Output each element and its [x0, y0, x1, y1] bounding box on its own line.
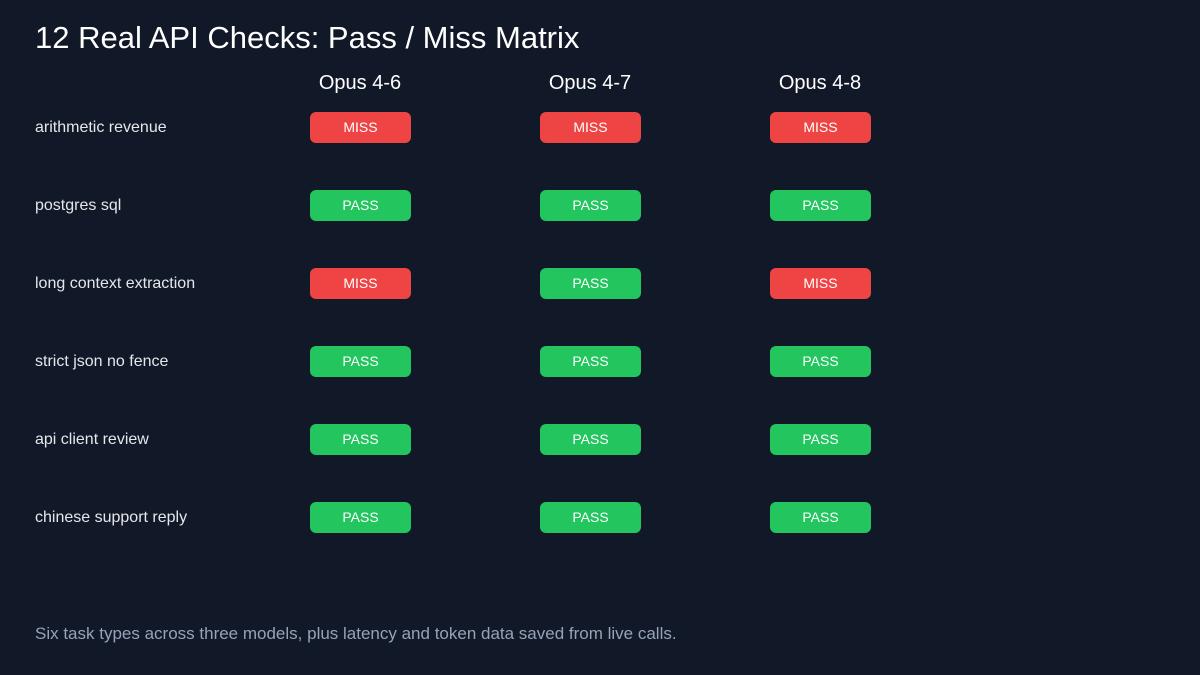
- result-cell: MISS: [770, 268, 871, 299]
- footer-note: Six task types across three models, plus…: [35, 624, 677, 643]
- row-label: api client review: [35, 431, 149, 448]
- column-header: Opus 4-7: [548, 72, 632, 94]
- column-header: Opus 4-6: [318, 72, 402, 94]
- row-label: long context extraction: [35, 275, 196, 292]
- row-label: chinese support reply: [35, 509, 188, 526]
- result-cell: PASS: [770, 346, 871, 377]
- column-header: Opus 4-8: [778, 72, 862, 94]
- result-cell: PASS: [310, 190, 411, 221]
- result-cell: PASS: [540, 502, 641, 533]
- result-cell: PASS: [540, 424, 641, 455]
- result-cell: PASS: [770, 502, 871, 533]
- result-cell: MISS: [310, 112, 411, 143]
- result-cell: PASS: [310, 502, 411, 533]
- chart-title: 12 Real API Checks: Pass / Miss Matrix: [35, 20, 580, 55]
- row-label: arithmetic revenue: [35, 119, 167, 136]
- result-cell: PASS: [310, 424, 411, 455]
- result-cell: PASS: [540, 346, 641, 377]
- result-cell: MISS: [770, 112, 871, 143]
- result-cell: PASS: [540, 190, 641, 221]
- result-cell: PASS: [770, 190, 871, 221]
- result-cell: PASS: [770, 424, 871, 455]
- row-label: postgres sql: [35, 197, 122, 214]
- result-cell: MISS: [310, 268, 411, 299]
- result-cell: PASS: [540, 268, 641, 299]
- result-cell: MISS: [540, 112, 641, 143]
- result-cell: PASS: [310, 346, 411, 377]
- row-label: strict json no fence: [35, 353, 169, 370]
